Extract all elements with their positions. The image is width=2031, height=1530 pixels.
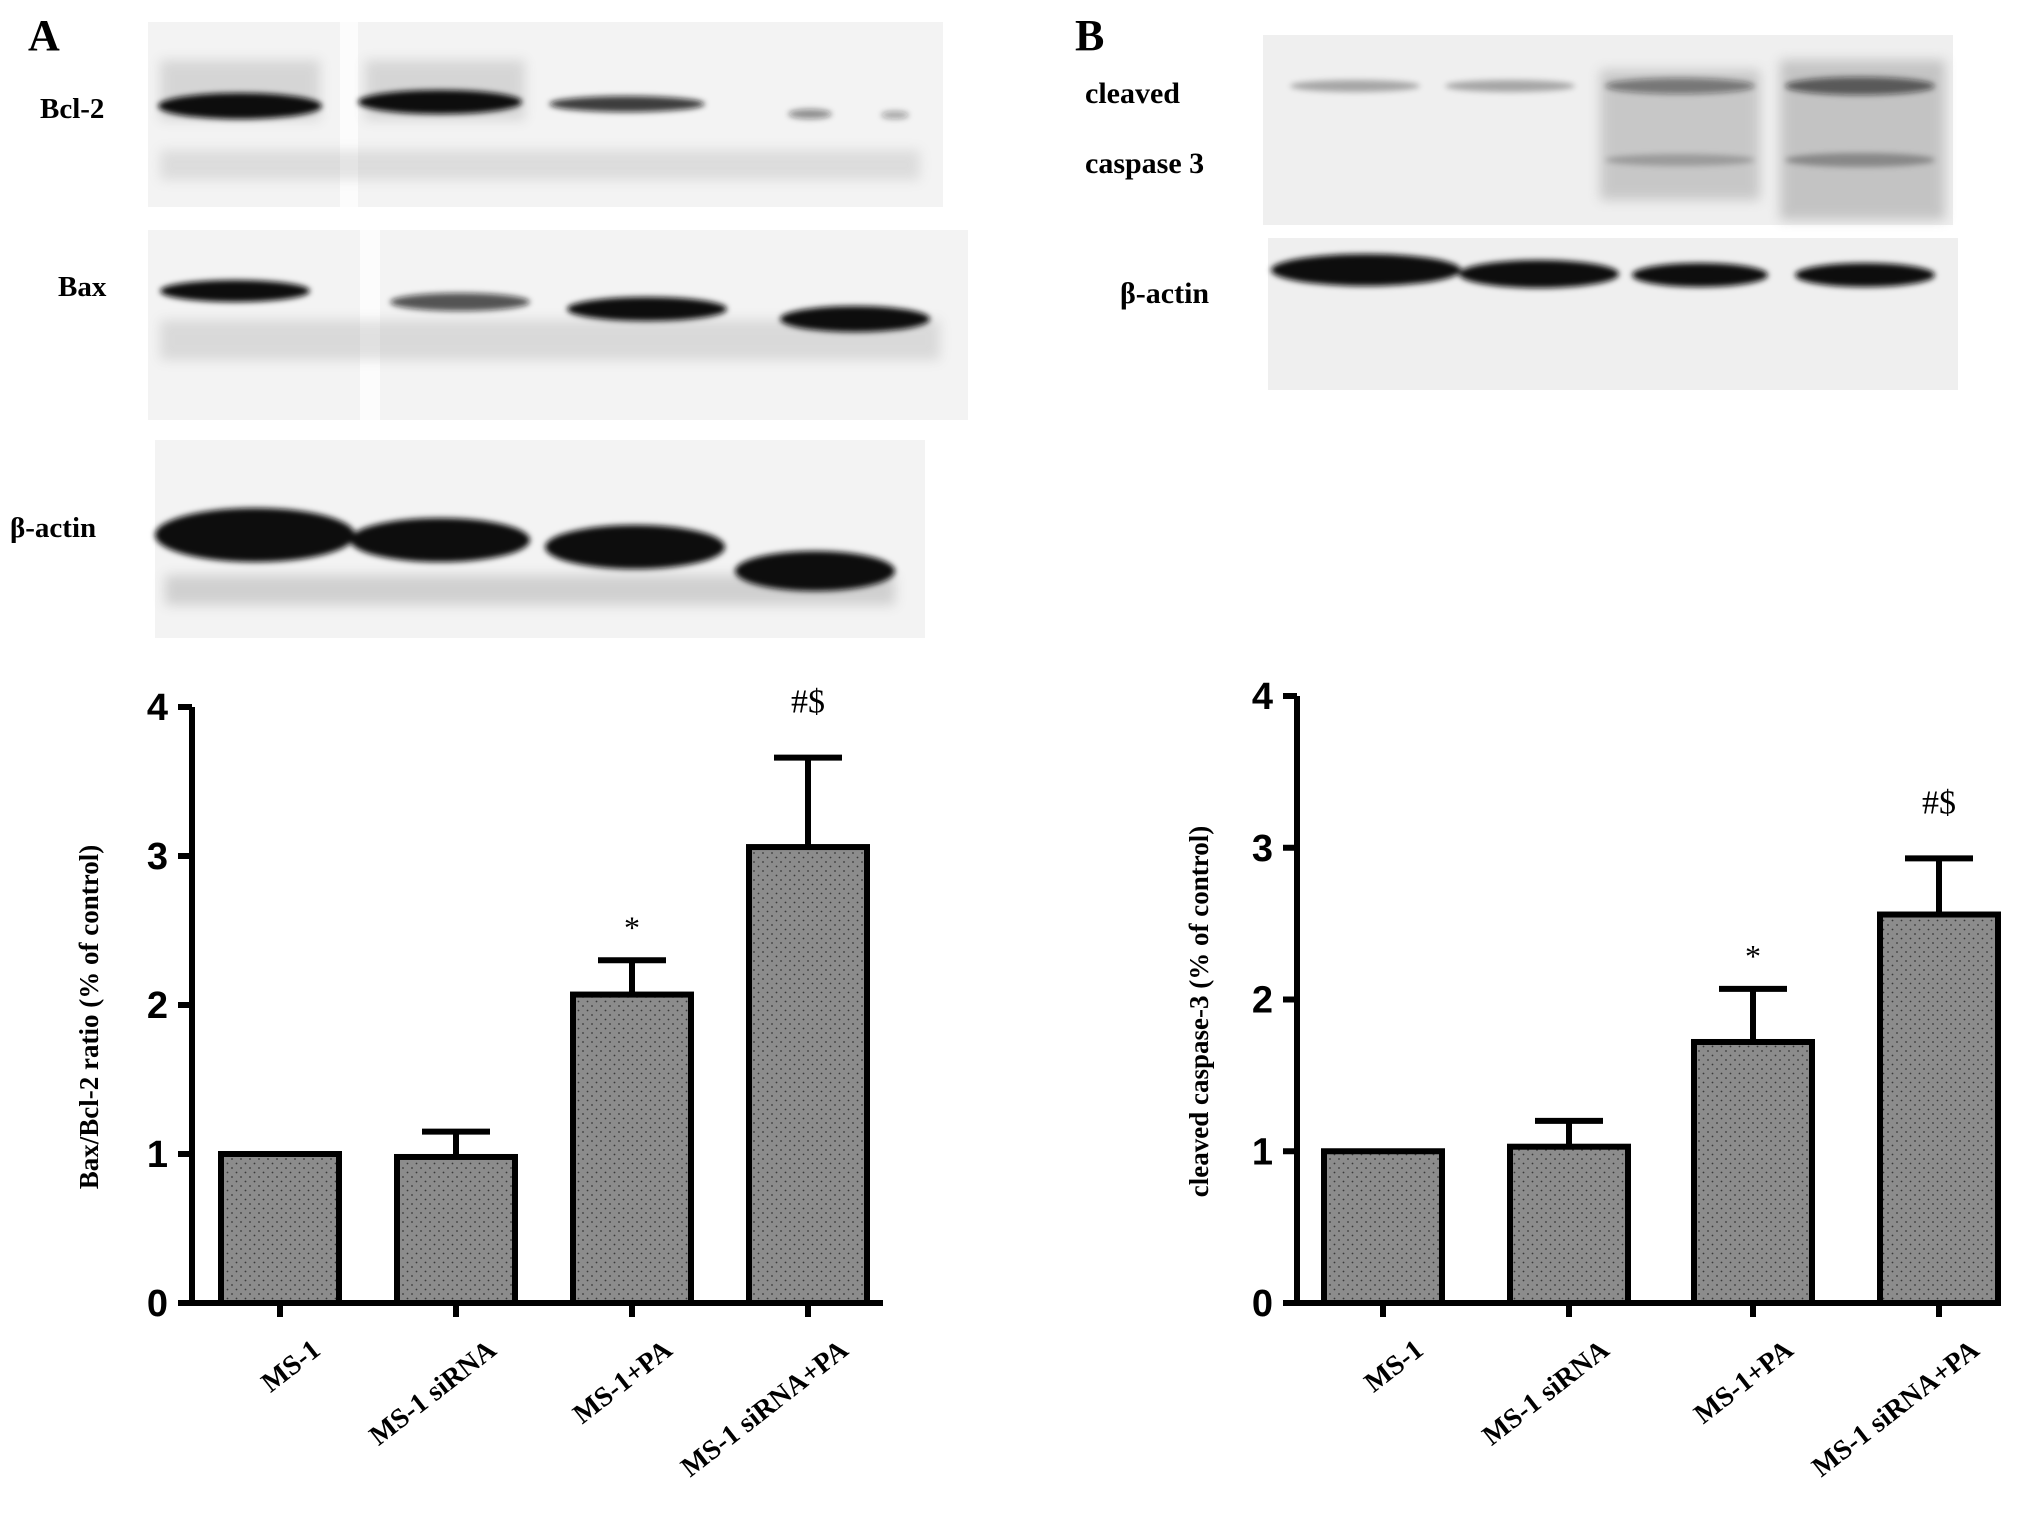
panel-a-western-blot — [148, 22, 968, 638]
actin-a-band-lane1 — [155, 508, 355, 562]
bax-band-lane2 — [390, 293, 530, 311]
actin-b-band-lane3 — [1632, 263, 1768, 287]
bar-1 — [218, 1151, 342, 1306]
caspase-band-lane2 — [1445, 80, 1575, 92]
bcl2-band-lane4 — [788, 109, 832, 119]
category-label-2: MS-1 siRNA — [364, 1334, 503, 1452]
bar-3 — [1691, 1038, 1815, 1306]
y-tick-label-0: 0 — [1252, 1283, 1273, 1325]
panel-b-letter: B — [1075, 11, 1104, 60]
category-label-4: MS-1 siRNA+PA — [675, 1334, 855, 1484]
bcl2-band-lane1 — [158, 93, 322, 119]
blot-label-actin-a: β-actin — [10, 512, 96, 544]
category-label-3: MS-1+PA — [567, 1334, 679, 1431]
y-tick-label-3: 3 — [147, 836, 168, 878]
y-tick-label-2: 2 — [147, 985, 168, 1027]
bax-band-lane3 — [567, 297, 727, 321]
y-tick-label-1: 1 — [147, 1134, 168, 1176]
caspase-band-lane1 — [1290, 80, 1420, 92]
significance-label-3: * — [1745, 938, 1761, 974]
bax-band-lane1 — [160, 280, 310, 302]
category-label-1: MS-1 — [1359, 1334, 1430, 1399]
y-tick-label-1: 1 — [1252, 1131, 1273, 1173]
y-axis-label: Bax/Bcl-2 ratio (% of control) — [74, 845, 104, 1189]
y-tick-label-2: 2 — [1252, 980, 1273, 1022]
bcl2-band-lane2 — [358, 90, 522, 114]
y-tick-label-4: 4 — [1252, 676, 1273, 718]
category-label-3: MS-1+PA — [1688, 1334, 1800, 1431]
actin-b-band-lane2 — [1459, 260, 1619, 288]
y-axis-label: cleaved caspase-3 (% of control) — [1184, 826, 1214, 1197]
category-label-1: MS-1 — [256, 1334, 327, 1399]
caspase-band-lane4 — [1785, 77, 1935, 95]
significance-label-4: #$ — [1922, 784, 1956, 821]
blot-label-cleaved: cleaved — [1085, 77, 1180, 110]
category-label-4: MS-1 siRNA+PA — [1806, 1334, 1986, 1484]
blot-label-actin-b: β-actin — [1120, 277, 1209, 310]
significance-label-4: #$ — [791, 684, 825, 721]
category-label-2: MS-1 siRNA — [1477, 1334, 1616, 1452]
y-tick-label-0: 0 — [147, 1283, 168, 1325]
significance-label-3: * — [624, 909, 640, 945]
blot-label-caspase3: caspase 3 — [1085, 147, 1204, 180]
actin-a-band-lane3 — [545, 525, 725, 569]
cleaved-caspase3-bar-chart: * #$ 0 1 2 3 4 MS-1 MS-1 siRNA MS-1+PA MS-1 siRNA+… — [1184, 676, 2001, 1484]
bar-4 — [1877, 911, 2001, 1307]
panel-a-letter: A — [28, 11, 60, 60]
blot-label-bax: Bax — [58, 271, 107, 303]
bar-1 — [1321, 1148, 1445, 1306]
bar-2 — [1507, 1143, 1631, 1307]
bar-4 — [746, 844, 870, 1306]
actin-b-band-lane1 — [1271, 254, 1461, 286]
actin-b-band-lane4 — [1795, 263, 1935, 287]
panel-b-western-blot — [1263, 35, 1958, 390]
bar-2 — [394, 1153, 518, 1306]
blot-label-bcl2: Bcl-2 — [40, 93, 104, 125]
actin-a-band-lane4 — [735, 551, 895, 591]
bax-band-lane4 — [780, 306, 930, 332]
bcl2-band-lane3 — [549, 96, 705, 112]
actin-a-band-lane2 — [350, 518, 530, 562]
y-tick-label-4: 4 — [147, 687, 168, 729]
y-tick-label-3: 3 — [1252, 828, 1273, 870]
bar-3 — [570, 991, 694, 1306]
caspase-band-lane3 — [1605, 78, 1755, 94]
